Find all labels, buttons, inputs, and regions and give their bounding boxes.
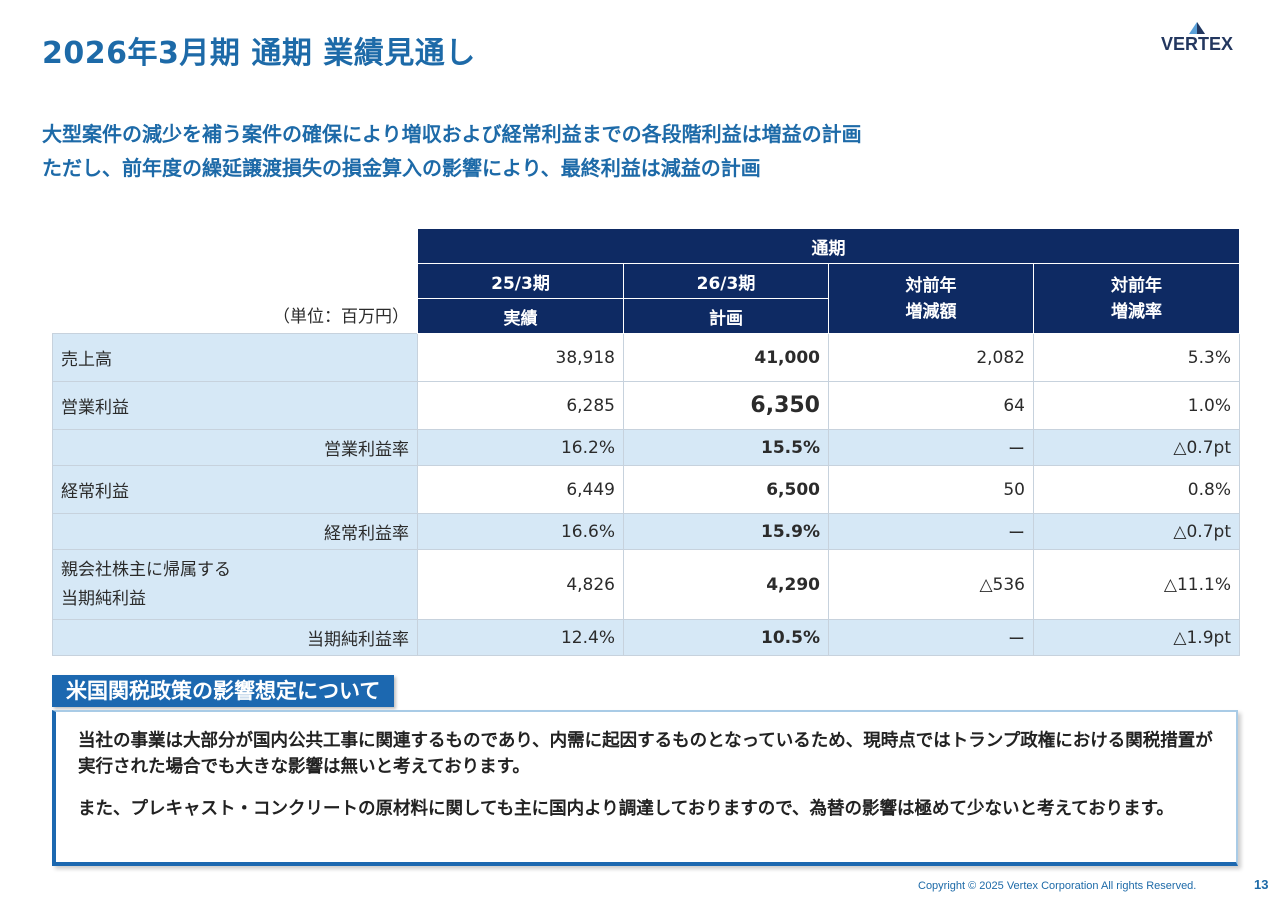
header-plan-period: 26/3期 — [623, 263, 829, 299]
rate-value: △1.9pt — [1033, 619, 1240, 656]
page-number: 13 — [1254, 877, 1269, 892]
unit-label: （単位：百万円） — [52, 263, 418, 334]
prev-value: 16.2% — [417, 429, 624, 466]
diff-value: 2,082 — [828, 333, 1034, 382]
copyright-text: Copyright © 2025 Vertex Corporation All … — [918, 880, 1197, 892]
plan-value: 10.5% — [623, 619, 829, 656]
tariff-box: 当社の事業は大部分が国内公共工事に関連するものであり、内需に起因するものとなって… — [52, 710, 1238, 866]
header-yoy-rate: 対前年 増減率 — [1033, 263, 1240, 334]
summary-line-2: ただし、前年度の繰延譲渡損失の損金算入の影響により、最終利益は減益の計画 — [42, 156, 761, 180]
header-full-year: 通期 — [417, 228, 1240, 264]
row-label: 営業利益 — [52, 381, 418, 430]
header-yoy-diff: 対前年 増減額 — [828, 263, 1034, 334]
table-row: 経常利益 6,449 6,500 50 0.8% — [52, 465, 1240, 514]
rate-value: 0.8% — [1033, 465, 1240, 514]
diff-value: ー — [828, 429, 1034, 466]
header-prev-type: 実績 — [417, 298, 624, 334]
logo-triangle-icon — [1189, 22, 1205, 34]
rate-value: 5.3% — [1033, 333, 1240, 382]
tariff-paragraph-2: また、プレキャスト・コンクリートの原材料に関しても主に国内より調達しておりますの… — [78, 799, 1174, 819]
logo-text: VERTEX — [1160, 34, 1234, 54]
tariff-box-title: 米国関税政策の影響想定について — [52, 675, 395, 707]
prev-value: 12.4% — [417, 619, 624, 656]
table-row: 営業利益 6,285 6,350 64 1.0% — [52, 381, 1240, 430]
table-row: 親会社株主に帰属する 当期純利益 4,826 4,290 △536 △11.1% — [52, 549, 1240, 620]
diff-value: △536 — [828, 549, 1034, 620]
row-label: 経常利益率 — [52, 513, 418, 550]
row-label: 営業利益率 — [52, 429, 418, 466]
plan-value: 15.5% — [623, 429, 829, 466]
diff-value: ー — [828, 513, 1034, 550]
plan-value: 41,000 — [623, 333, 829, 382]
table-row: 当期純利益率 12.4% 10.5% ー △1.9pt — [52, 619, 1240, 656]
row-label: 売上高 — [52, 333, 418, 382]
diff-value: 50 — [828, 465, 1034, 514]
rate-value: 1.0% — [1033, 381, 1240, 430]
forecast-table: 通期 （単位：百万円） 25/3期 26/3期 対前年 増減額 対前年 増減率 … — [52, 228, 1240, 656]
row-label: 親会社株主に帰属する 当期純利益 — [52, 549, 418, 620]
header-prev-period: 25/3期 — [417, 263, 624, 299]
plan-value: 6,500 — [623, 465, 829, 514]
row-label: 経常利益 — [52, 465, 418, 514]
diff-value: ー — [828, 619, 1034, 656]
row-label: 当期純利益率 — [52, 619, 418, 656]
prev-value: 16.6% — [417, 513, 624, 550]
table-row: 売上高 38,918 41,000 2,082 5.3% — [52, 333, 1240, 382]
prev-value: 6,449 — [417, 465, 624, 514]
rate-value: △11.1% — [1033, 549, 1240, 620]
rate-value: △0.7pt — [1033, 429, 1240, 466]
diff-value: 64 — [828, 381, 1034, 430]
tariff-paragraph-1: 当社の事業は大部分が国内公共工事に関連するものであり、内需に起因するものとなって… — [78, 731, 1213, 777]
plan-value: 4,290 — [623, 549, 829, 620]
prev-value: 6,285 — [417, 381, 624, 430]
table-row: 経常利益率 16.6% 15.9% ー △0.7pt — [52, 513, 1240, 550]
rate-value: △0.7pt — [1033, 513, 1240, 550]
table-corner — [52, 228, 418, 264]
plan-value: 6,350 — [623, 381, 829, 430]
header-plan-type: 計画 — [623, 298, 829, 334]
plan-value: 15.9% — [623, 513, 829, 550]
prev-value: 4,826 — [417, 549, 624, 620]
summary-line-1: 大型案件の減少を補う案件の確保により増収および経常利益までの各段階利益は増益の計… — [42, 122, 862, 146]
table-row: 営業利益率 16.2% 15.5% ー △0.7pt — [52, 429, 1240, 466]
prev-value: 38,918 — [417, 333, 624, 382]
page-title: 2026年3月期 通期 業績見通し — [42, 36, 476, 71]
vertex-logo: VERTEX — [1142, 22, 1252, 56]
